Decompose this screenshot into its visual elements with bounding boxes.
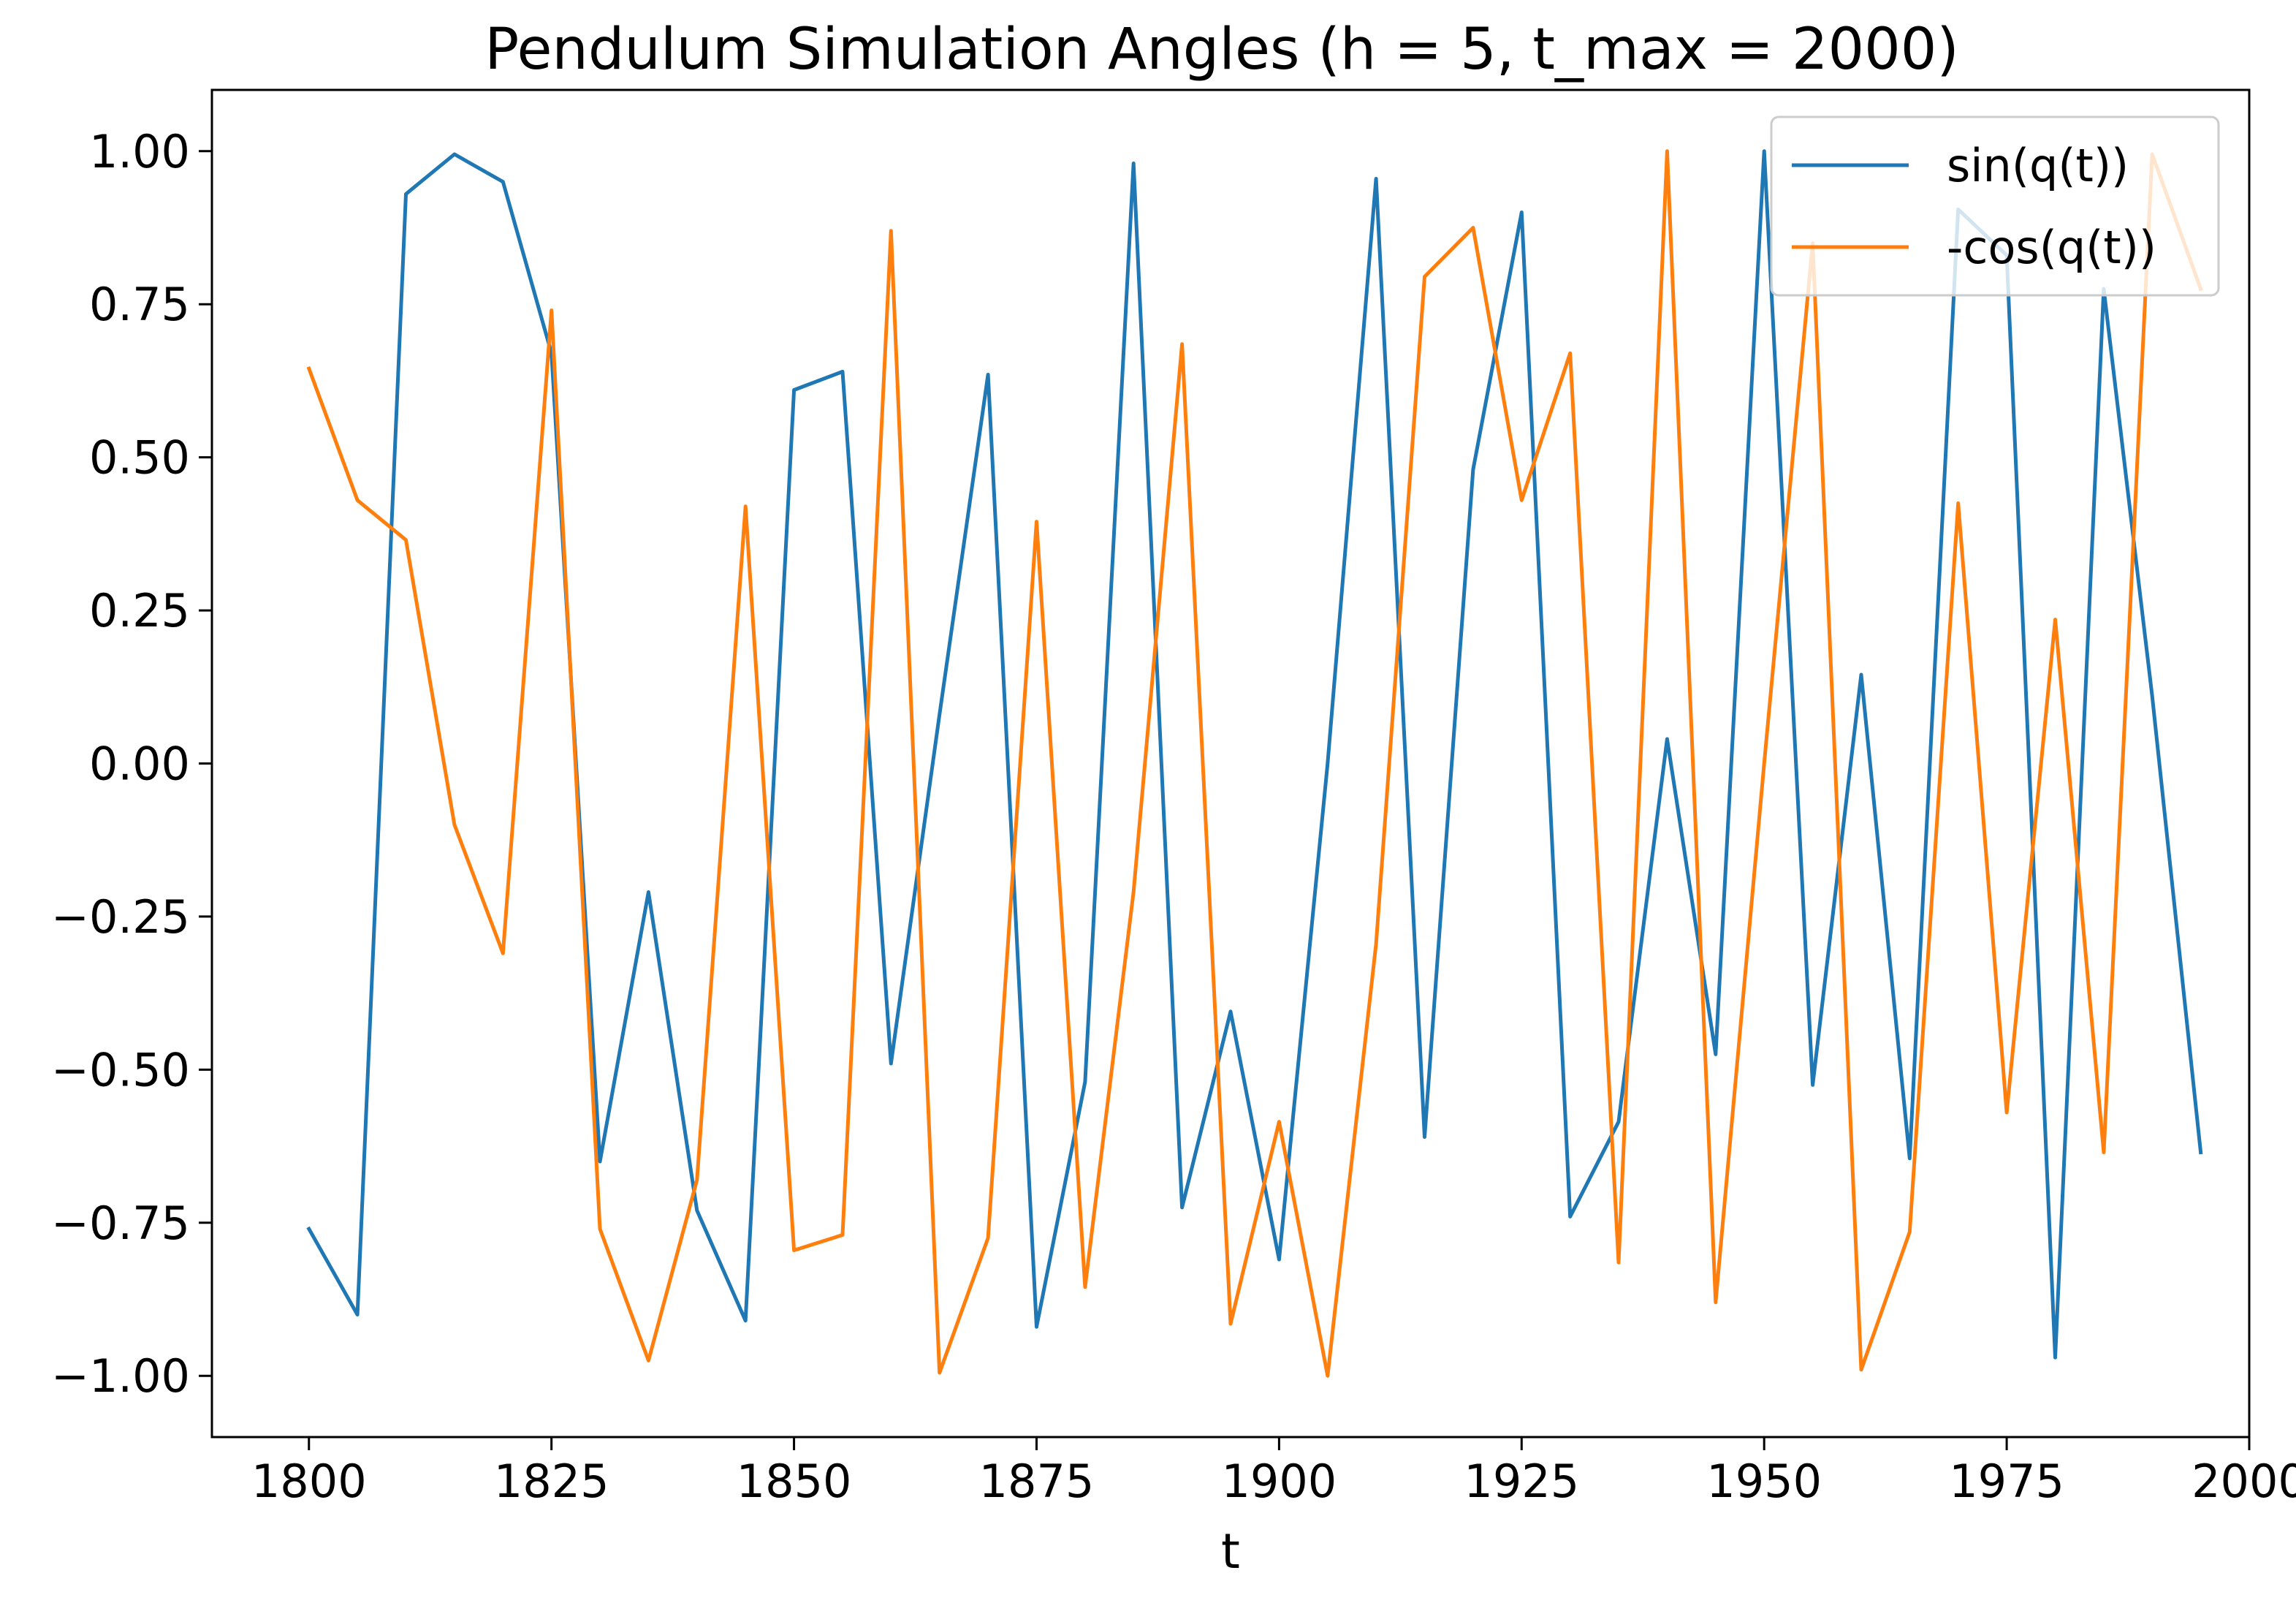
y-tick-label: −0.25 [51,890,190,944]
y-tick-label: −0.75 [51,1197,190,1250]
x-tick-label: 1975 [1949,1455,2064,1508]
x-tick-label: 1875 [979,1455,1095,1508]
x-tick-label: 1850 [737,1455,852,1508]
y-tick-label: 1.00 [89,125,190,178]
series-line-0 [306,149,2203,1360]
legend: sin(q(t)) -cos(q(t)) [1770,115,2220,297]
legend-label-0: sin(q(t)) [1947,139,2129,192]
series-layer [306,149,2203,1378]
series-line-1 [306,149,2203,1378]
x-axis: 1800 1825 1850 1875 1900 1925 1950 1975 2000 [251,1437,2296,1508]
x-tick-label: 1925 [1464,1455,1579,1508]
x-tick-label: 1825 [494,1455,609,1508]
y-tick-label: −0.50 [51,1043,190,1096]
y-tick-label: −1.00 [51,1349,190,1403]
x-axis-label: t [1221,1523,1240,1580]
x-tick-label: 1900 [1221,1455,1337,1508]
x-tick-label: 1950 [1706,1455,1822,1508]
y-tick-label: 0.50 [89,431,190,485]
chart-title: Pendulum Simulation Angles (h = 5, t_max… [484,17,1959,83]
x-tick-label: 1800 [251,1455,367,1508]
legend-box [1770,115,2220,297]
y-tick-label: 0.75 [89,278,190,331]
y-axis: 1.00 0.75 0.50 0.25 0.00 −0.25 −0.50 −0.75 −1.00 [51,125,212,1403]
y-tick-label: 0.00 [89,738,190,791]
legend-label-1: -cos(q(t)) [1947,221,2156,274]
x-tick-label: 2000 [2192,1455,2296,1508]
y-tick-label: 0.25 [89,584,190,637]
